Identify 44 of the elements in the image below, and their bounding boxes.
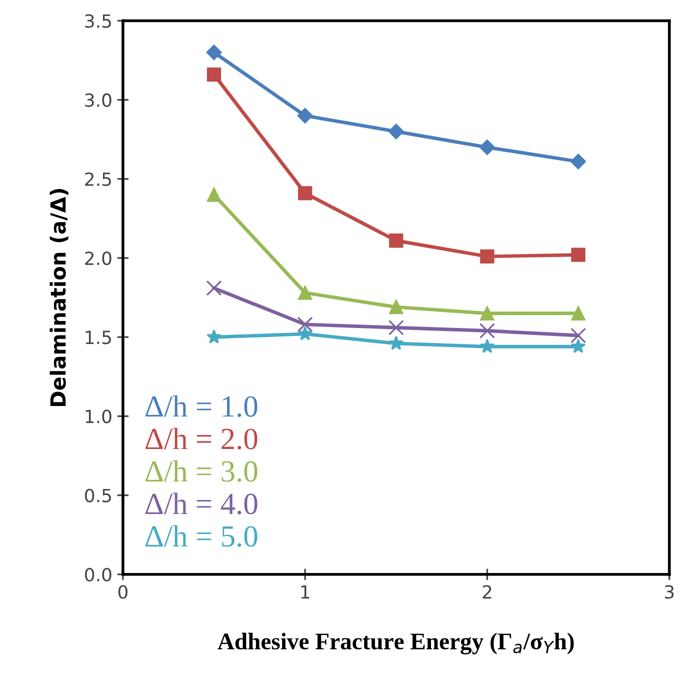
text: Δ/h = 4.0 xyxy=(145,492,258,514)
point xyxy=(206,188,222,202)
y-tick-label: 0.0 xyxy=(85,568,112,582)
point xyxy=(298,326,313,340)
point xyxy=(206,329,222,344)
text: Δ/h = 2.0 xyxy=(145,428,258,450)
y-tick-label: 1.0 xyxy=(86,410,112,424)
point xyxy=(570,338,586,354)
point xyxy=(206,44,222,60)
point xyxy=(388,320,404,336)
point xyxy=(206,280,222,296)
point xyxy=(297,108,313,124)
point xyxy=(480,338,495,354)
x-tick-label: 1 xyxy=(301,585,310,598)
point xyxy=(298,186,312,200)
point xyxy=(571,248,586,262)
point xyxy=(298,286,312,300)
text: Δ/h = 5.0 xyxy=(145,525,258,547)
point xyxy=(480,306,494,320)
x-tick-label: 0 xyxy=(118,585,128,599)
point xyxy=(206,67,222,82)
text: Δ/h = 3.0 xyxy=(145,460,258,482)
point xyxy=(388,124,404,140)
y-tick-label: 2.0 xyxy=(85,251,112,266)
y-axis-title: Delamination (a/Δ) xyxy=(50,189,68,406)
y-tick-label: 1.5 xyxy=(86,330,111,344)
point xyxy=(297,316,313,332)
point xyxy=(570,328,586,344)
x-tick-label: 2 xyxy=(482,585,492,598)
point xyxy=(389,234,404,248)
point xyxy=(388,336,404,350)
point xyxy=(570,154,586,170)
point xyxy=(571,306,586,320)
point xyxy=(480,249,494,264)
x-tick-label: 3 xyxy=(664,585,674,599)
x-axis-title: Adhesive Fracture Energy (Γ$_{a}$/σ$_{Y}$h) xyxy=(218,632,574,654)
point xyxy=(479,322,495,339)
y-tick-label: 0.5 xyxy=(85,488,111,502)
y-tick-label: 2.5 xyxy=(85,172,111,186)
y-tick-label: 3.5 xyxy=(85,14,111,28)
text: Δ/h = 1.0 xyxy=(145,395,258,417)
y-tick-label: 3.0 xyxy=(85,93,112,107)
point xyxy=(479,140,495,156)
point xyxy=(389,300,404,314)
